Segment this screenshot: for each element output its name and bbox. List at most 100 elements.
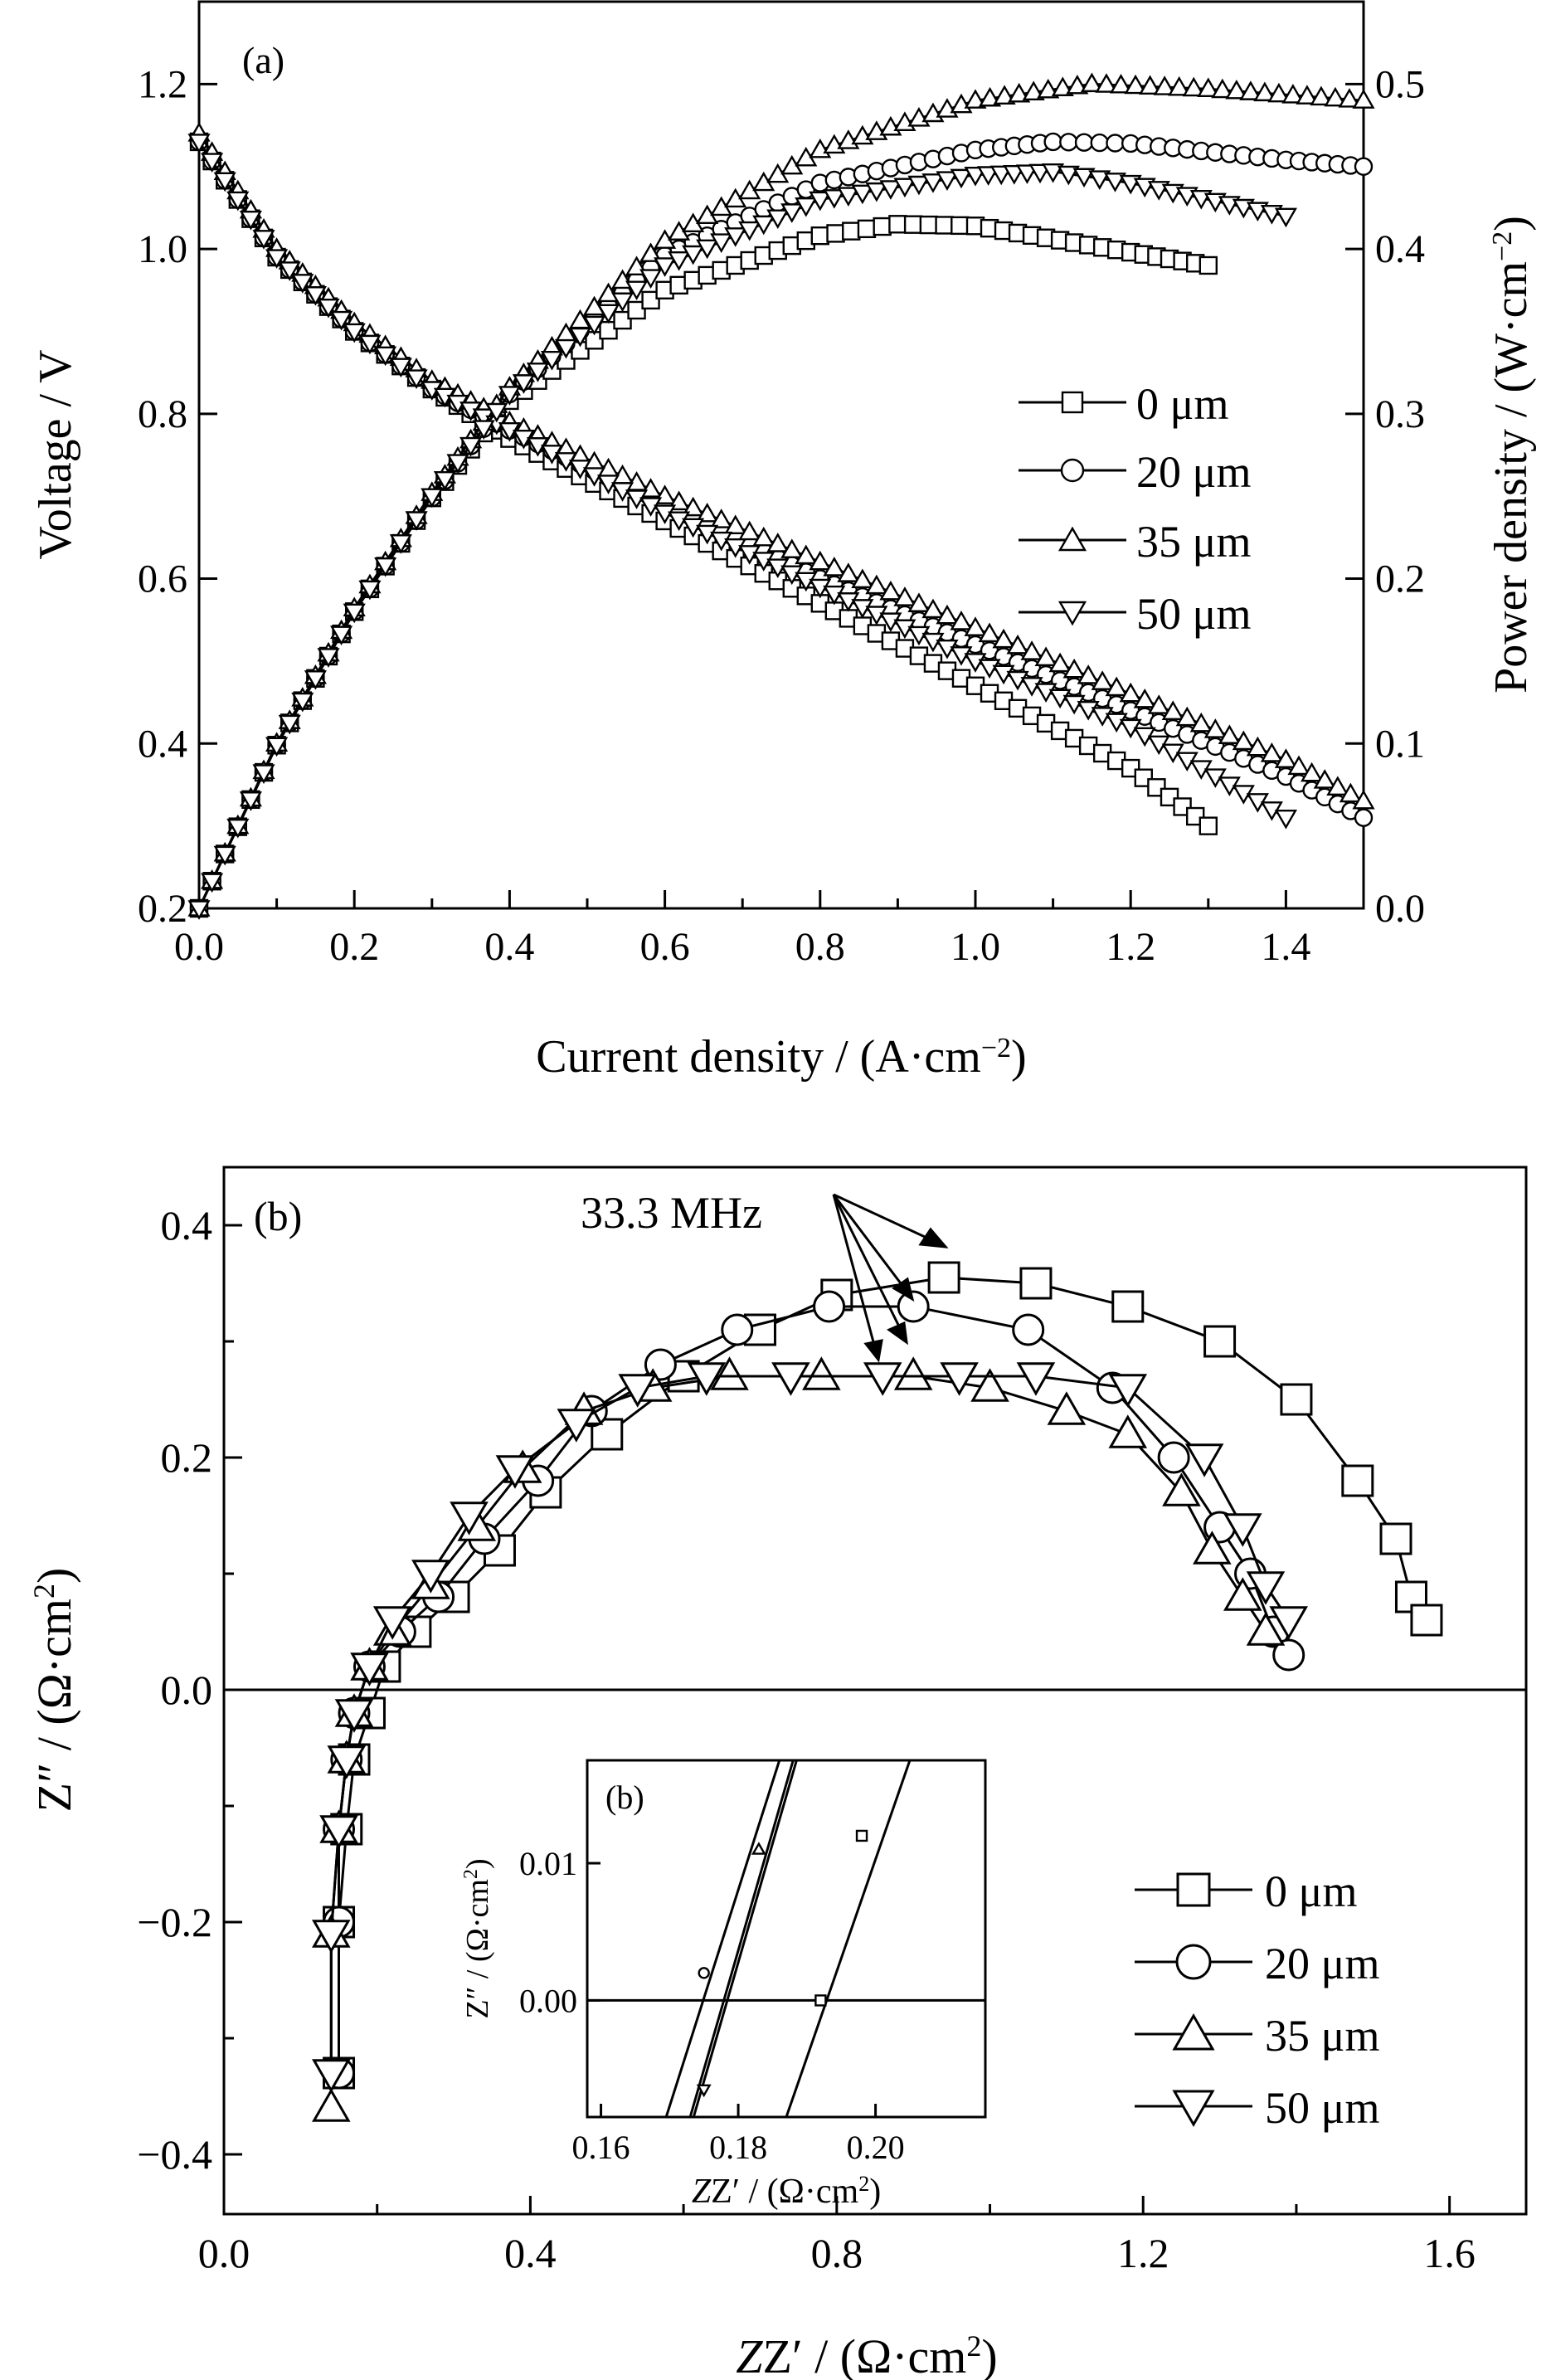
marker-power-50m [389, 534, 412, 554]
marker-voltage-35m [1062, 658, 1086, 679]
svg-text:0 μm: 0 μm [1265, 1867, 1357, 1916]
marker-voltage-35m [907, 592, 931, 612]
marker-power-50m [433, 470, 456, 491]
marker-power-50m [472, 420, 495, 440]
marker-power-50m [1042, 163, 1065, 183]
marker-voltage-35m [696, 502, 719, 523]
marker-power-50m [823, 189, 846, 209]
marker-voltage-35m [851, 568, 874, 589]
panel-a-y-axis-title: Voltage / V [30, 349, 81, 559]
marker-20m [1157, 1441, 1190, 1474]
marker-power-50m [809, 191, 832, 212]
marker-voltage-50m [374, 346, 397, 367]
marker-50m [618, 1374, 657, 1408]
y2-tick-label: 0.5 [1375, 62, 1425, 106]
marker-power-35m [1211, 78, 1234, 99]
marker-20m [897, 1290, 930, 1323]
marker-power-35m [1267, 82, 1291, 103]
marker-power-35m [978, 86, 1002, 107]
marker-50m [1016, 1362, 1056, 1396]
x-tick-label: 1.4 [1261, 925, 1310, 969]
marker-power-20m [1059, 133, 1078, 152]
marker-power-50m [879, 180, 902, 200]
marker-power-0m [919, 215, 939, 235]
marker-power-50m [668, 251, 691, 271]
marker-50m [940, 1362, 979, 1396]
svg-text:50 μm: 50 μm [1136, 589, 1251, 639]
inset-marker-35m [751, 1842, 766, 1855]
marker-power-50m [950, 168, 973, 189]
legend-a-item-35um: 35 μm [1019, 517, 1251, 567]
marker-voltage-35m [780, 538, 804, 558]
marker-voltage-35m [1246, 736, 1269, 757]
marker-voltage-35m [1232, 730, 1255, 751]
marker-50m [1223, 1513, 1262, 1547]
marker-power-50m [837, 187, 860, 207]
marker-power-50m [374, 557, 397, 577]
marker-power-50m [291, 692, 314, 713]
inset-x-tick-label: 0.20 [847, 2129, 905, 2166]
marker-power-50m [921, 173, 945, 193]
marker-voltage-0m [1198, 816, 1218, 835]
x-tick-label: 1.2 [1106, 925, 1155, 969]
y2-tick-label: 0.4 [1375, 227, 1425, 271]
x-tick-label: 1.6 [1423, 2230, 1476, 2276]
marker-power-50m [596, 304, 620, 324]
marker-power-35m [1253, 81, 1276, 102]
svg-text:20 μm: 20 μm [1265, 1939, 1379, 1988]
series-50m [329, 1375, 1290, 2073]
panel-b: 0.0 0.4 0.8 1.2 1.6 −0.4 −0.2 0.0 0.2 0.4 (b) 33.… [27, 1166, 1528, 2380]
marker-power-50m [459, 436, 483, 457]
inset-marker-0m [855, 1829, 868, 1842]
marker-power-50m [265, 737, 289, 757]
marker-voltage-35m [1326, 776, 1349, 796]
marker-0m [1019, 1267, 1053, 1300]
marker-voltage-50m [405, 369, 428, 390]
marker-power-50m [964, 166, 987, 187]
svg-text:35 μm: 35 μm [1265, 2011, 1379, 2061]
x-tick-label: 1.0 [951, 925, 1000, 969]
marker-50m [1184, 1443, 1224, 1477]
marker-power-20m [1074, 133, 1094, 152]
x-tick-label: 1.2 [1117, 2230, 1169, 2276]
marker-power-35m [1281, 84, 1305, 104]
marker-voltage-50m [226, 191, 250, 212]
marker-power-35m [1095, 73, 1118, 93]
marker-0m [1203, 1325, 1237, 1358]
marker-power-50m [446, 454, 469, 475]
marker-power-50m [512, 374, 535, 394]
marker-power-0m [627, 300, 646, 320]
marker-power-50m [498, 386, 521, 406]
marker-0m [927, 1261, 960, 1294]
marker-power-50m [936, 171, 959, 191]
marker-power-50m [187, 900, 211, 920]
inset-x-tick-label: 0.16 [572, 2129, 630, 2166]
marker-50m [1269, 1606, 1308, 1640]
y-tick-label: 0.4 [138, 722, 187, 766]
marker-power-35m [1296, 85, 1319, 105]
marker-50m [350, 1652, 389, 1686]
marker-0m [1410, 1604, 1443, 1637]
y-tick-label: 0.2 [161, 1434, 213, 1481]
marker-voltage-35m [1048, 652, 1072, 673]
marker-power-50m [405, 511, 428, 531]
marker-voltage-50m [1274, 810, 1297, 830]
marker-power-0m [903, 215, 923, 234]
marker-voltage-35m [921, 598, 945, 619]
marker-power-50m [907, 175, 931, 196]
panel-b-x-axis-title: ZZ′ / (Ω·cm2) [736, 2329, 997, 2380]
inset-y-axis-title: Z″ / (Ω·cm2) [460, 1858, 495, 2018]
marker-50m [312, 2059, 351, 2093]
marker-power-0m [873, 217, 892, 236]
marker-voltage-50m [239, 210, 262, 231]
marker-voltage-50m [330, 310, 353, 331]
marker-power-50m [795, 197, 818, 217]
marker-voltage-35m [1119, 682, 1142, 703]
marker-50m [312, 1920, 351, 1954]
marker-power-50m [568, 327, 592, 348]
marker-power-0m [826, 224, 845, 243]
marker-power-50m [239, 791, 262, 811]
marker-power-50m [766, 209, 790, 230]
marker-20m [1272, 1638, 1305, 1672]
panel-a-frame [197, 0, 1365, 910]
